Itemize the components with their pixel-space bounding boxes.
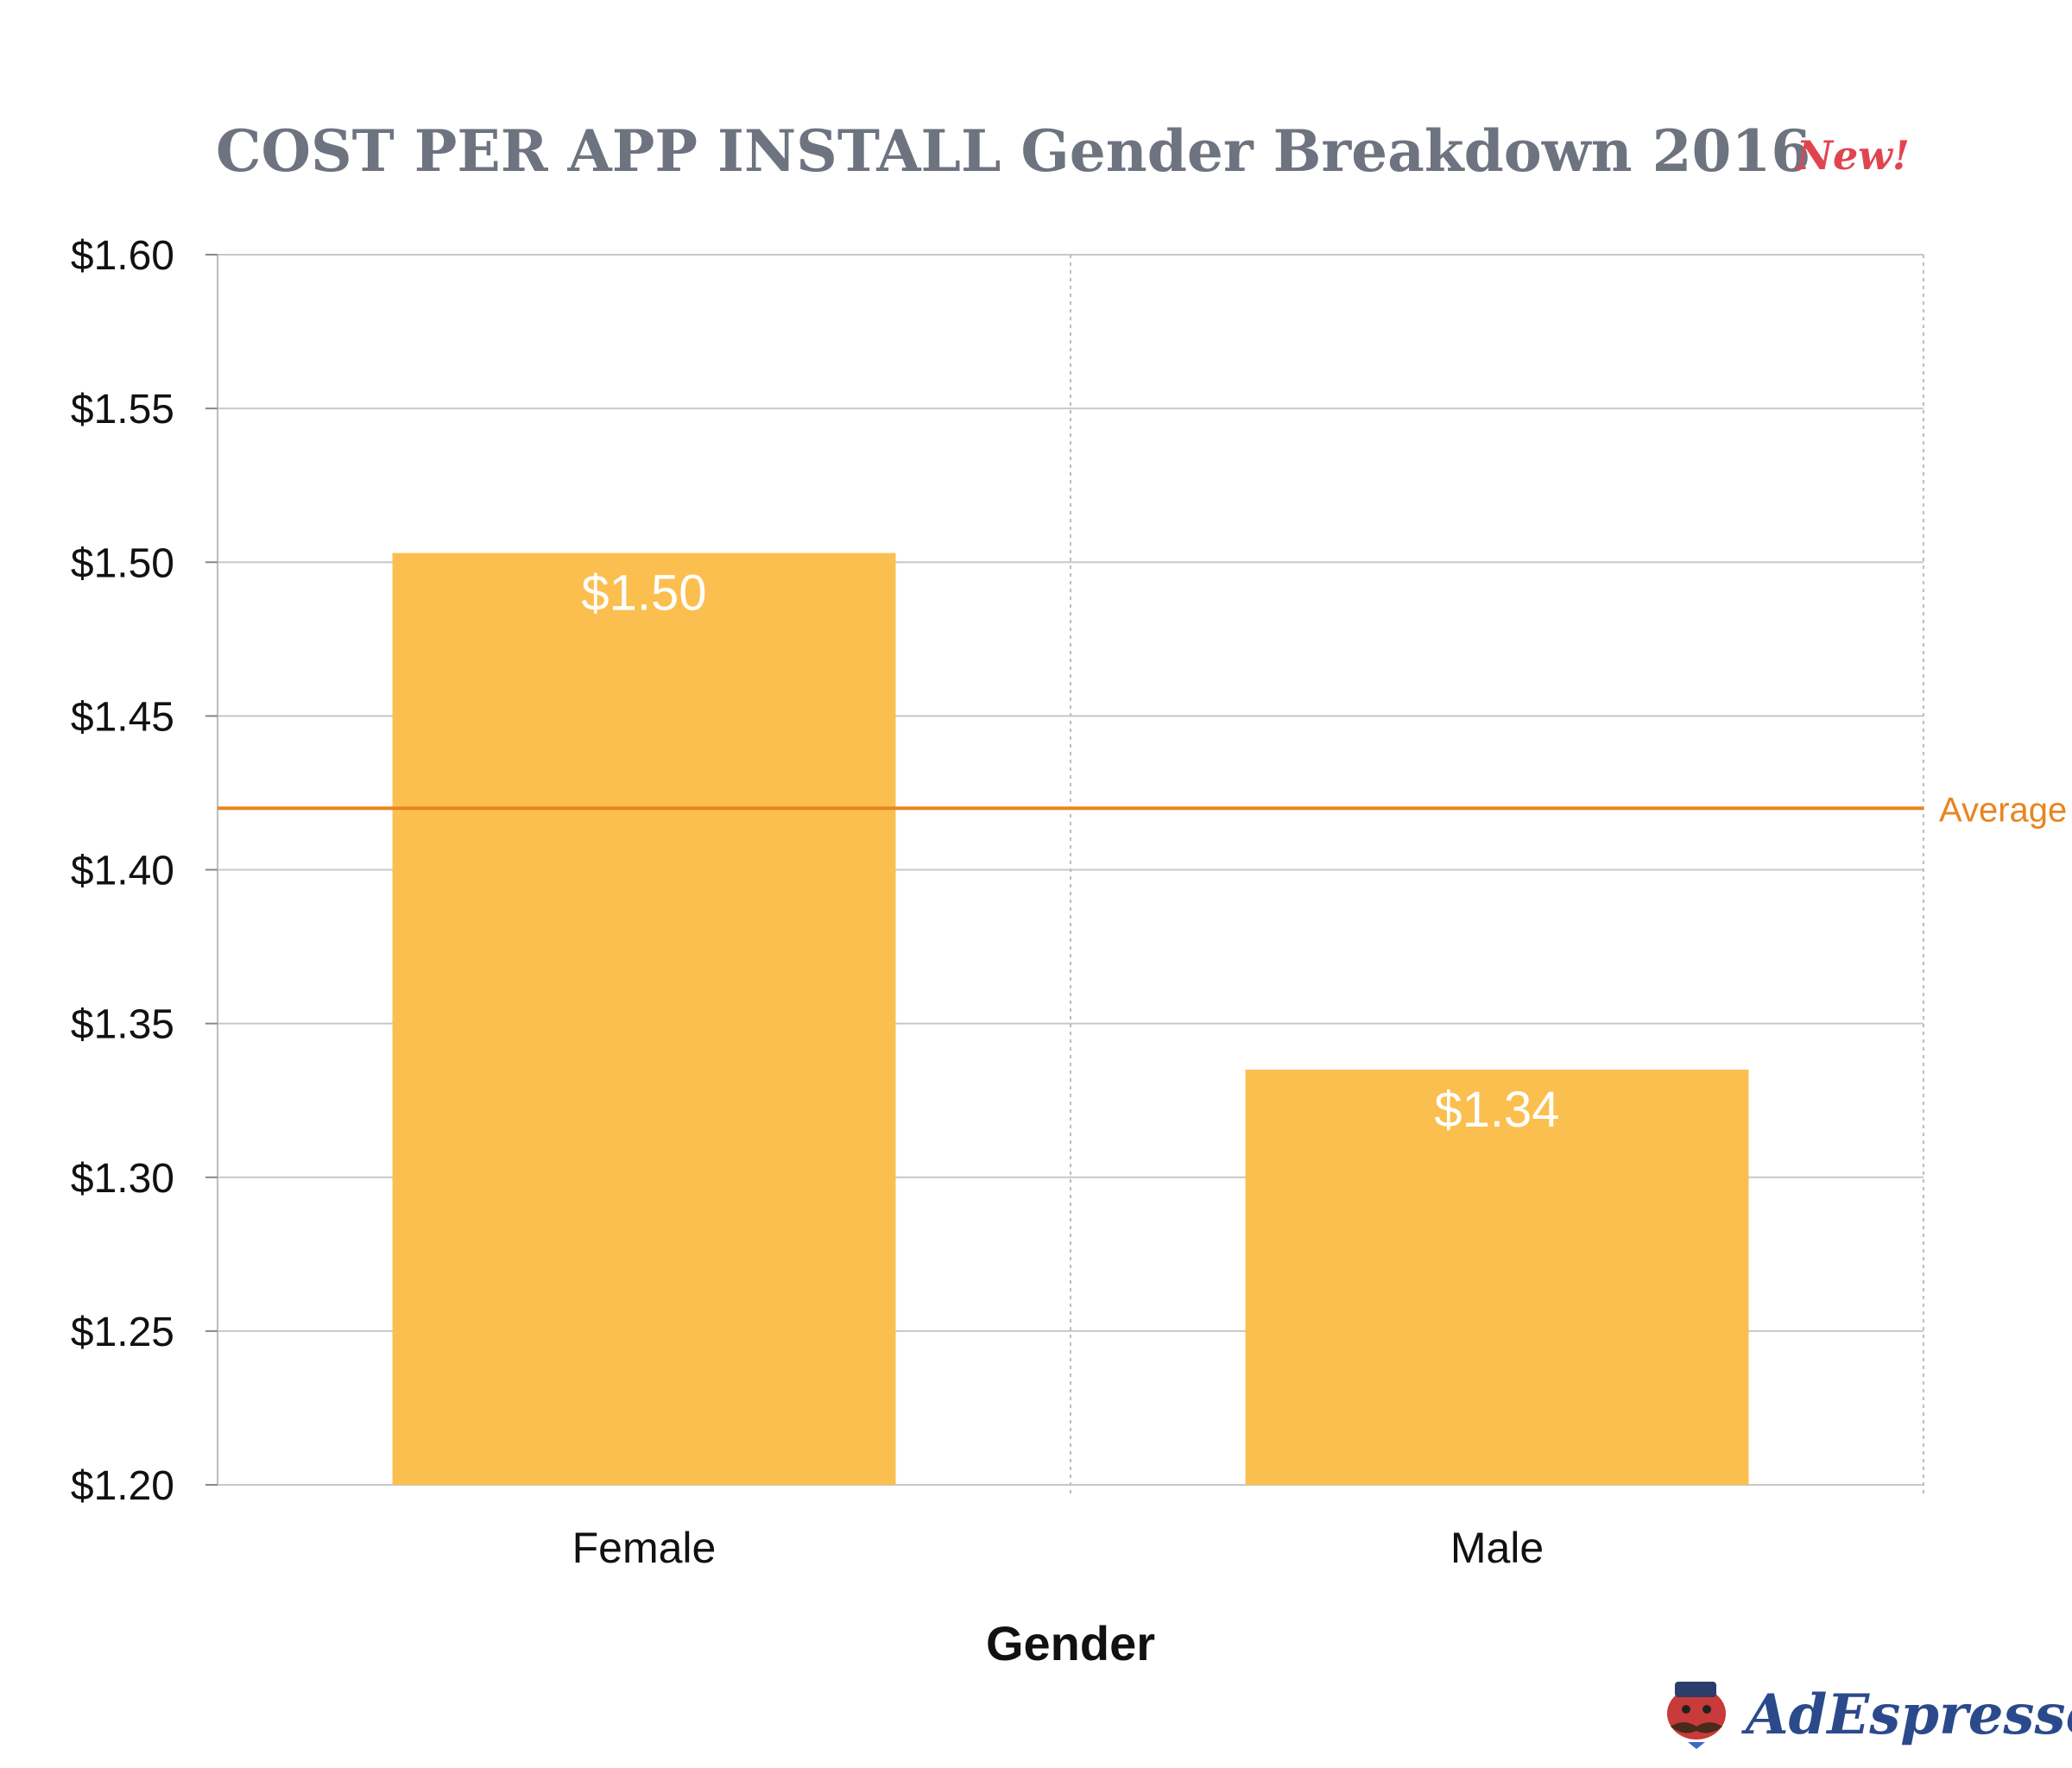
y-tick-label: $1.55: [71, 387, 174, 433]
y-tick-label: $1.30: [71, 1156, 174, 1202]
x-axis-ticks: Female Male: [572, 1524, 1545, 1572]
brand-name: AdEspresso: [1741, 1683, 2072, 1747]
y-tick-label: $1.40: [71, 849, 174, 894]
new-badge: New!: [1795, 132, 1910, 179]
y-tick-label: $1.45: [71, 694, 174, 740]
plot-area: $1.50 $1.34 Average: [217, 254, 2067, 1497]
y-tick-label: $1.20: [71, 1463, 174, 1509]
x-axis-title: Gender: [986, 1616, 1155, 1670]
bar-value-labels: $1.50 $1.34: [581, 565, 1559, 1139]
x-tick-label: Male: [1450, 1524, 1544, 1572]
y-tick-label: $1.35: [71, 1002, 174, 1048]
y-axis-ticks: $1.60 $1.55 $1.50 $1.45 $1.40 $1.35 $1.30 $1.25…: [71, 233, 218, 1509]
bar-value-label: $1.50: [581, 565, 706, 622]
mascot-icon: [1667, 1682, 1726, 1749]
average-label: Average: [1939, 791, 2067, 829]
y-tick-label: $1.50: [71, 540, 174, 586]
average-line-group: Average: [218, 791, 2067, 829]
x-tick-label: Female: [572, 1524, 717, 1572]
y-tick-label: $1.60: [71, 233, 174, 279]
bar-series: [392, 552, 1749, 1485]
y-tick-label: $1.25: [71, 1310, 174, 1355]
chart-title: COST PER APP INSTALL Gender Breakdown 20…: [216, 117, 1810, 185]
bar-value-label: $1.34: [1434, 1082, 1559, 1138]
bar-male: [1245, 1070, 1749, 1485]
adespresso-logo: AdEspresso: [1667, 1682, 2072, 1749]
bar-female: [392, 552, 896, 1485]
